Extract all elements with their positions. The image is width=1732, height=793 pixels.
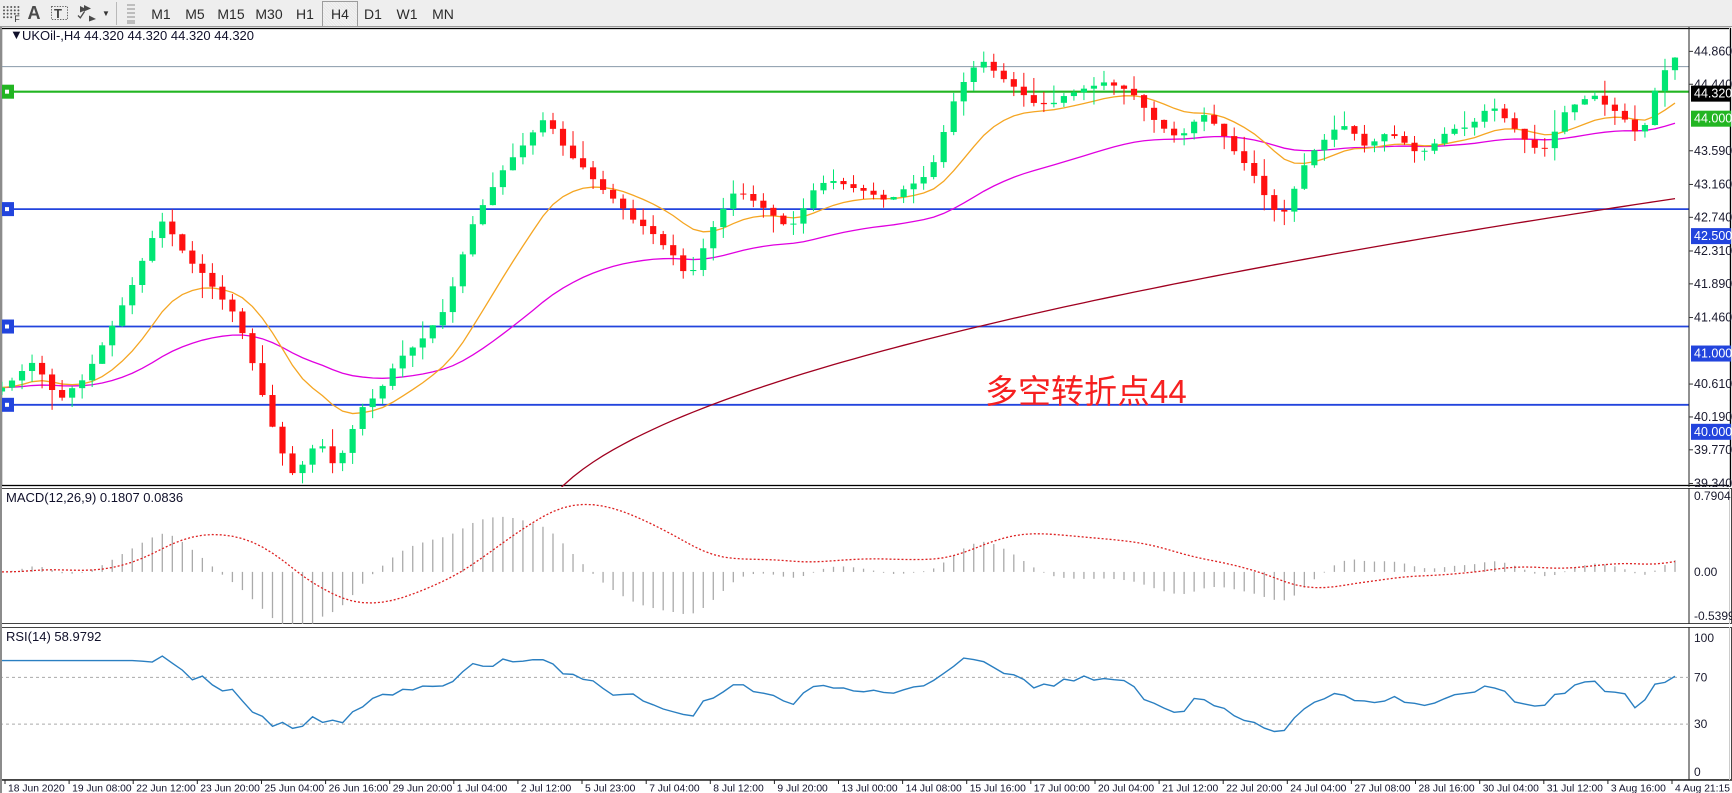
- svg-text:21 Jul 12:00: 21 Jul 12:00: [1162, 784, 1218, 793]
- svg-text:13 Jul 00:00: 13 Jul 00:00: [842, 784, 898, 793]
- svg-text:0.7904: 0.7904: [1694, 489, 1731, 503]
- svg-text:40.000: 40.000: [1694, 425, 1732, 439]
- svg-text:43.160: 43.160: [1694, 177, 1732, 191]
- svg-text:5 Jul 23:00: 5 Jul 23:00: [585, 784, 636, 793]
- svg-text:39.770: 39.770: [1694, 443, 1732, 457]
- svg-text:44.860: 44.860: [1694, 44, 1732, 58]
- svg-text:2 Jul 12:00: 2 Jul 12:00: [521, 784, 572, 793]
- svg-text:0.00: 0.00: [1694, 565, 1718, 579]
- svg-text:100: 100: [1694, 631, 1714, 645]
- svg-text:44.320: 44.320: [1694, 87, 1732, 101]
- svg-text:40.610: 40.610: [1694, 377, 1732, 391]
- svg-text:23 Jun 20:00: 23 Jun 20:00: [200, 784, 260, 793]
- svg-text:29 Jun 20:00: 29 Jun 20:00: [393, 784, 453, 793]
- svg-text:T: T: [54, 6, 62, 21]
- svg-text:RSI(14) 58.9792: RSI(14) 58.9792: [6, 629, 101, 644]
- svg-text:42.500: 42.500: [1694, 229, 1732, 243]
- svg-text:4 Aug 21:15: 4 Aug 21:15: [1675, 784, 1730, 793]
- svg-text:20 Jul 04:00: 20 Jul 04:00: [1098, 784, 1154, 793]
- svg-text:▼: ▼: [10, 27, 23, 42]
- svg-text:1 Jul 04:00: 1 Jul 04:00: [457, 784, 508, 793]
- svg-text:42.310: 42.310: [1694, 244, 1732, 258]
- svg-text:41.460: 41.460: [1694, 311, 1732, 325]
- svg-text:44.000: 44.000: [1694, 112, 1732, 126]
- svg-text:24 Jul 04:00: 24 Jul 04:00: [1290, 784, 1346, 793]
- svg-text:9 Jul 20:00: 9 Jul 20:00: [777, 784, 828, 793]
- svg-text:UKOil-,H4 44.320 44.320 44.32: UKOil-,H4 44.320 44.320 44.320 44.320: [22, 28, 254, 43]
- svg-text:39.340: 39.340: [1694, 476, 1732, 487]
- svg-text:30: 30: [1694, 717, 1708, 731]
- svg-text:26 Jun 16:00: 26 Jun 16:00: [329, 784, 389, 793]
- svg-text:MACD(12,26,9) 0.1807 0.0836: MACD(12,26,9) 0.1807 0.0836: [6, 490, 183, 505]
- svg-text:7 Jul 04:00: 7 Jul 04:00: [649, 784, 700, 793]
- svg-text:22 Jun 12:00: 22 Jun 12:00: [136, 784, 196, 793]
- svg-text:多空转折点44: 多空转折点44: [985, 373, 1187, 410]
- svg-text:40.190: 40.190: [1694, 410, 1732, 424]
- svg-text:F: F: [14, 14, 20, 22]
- svg-text:41.000: 41.000: [1694, 347, 1732, 361]
- svg-text:41.890: 41.890: [1694, 277, 1732, 291]
- svg-text:15 Jul 16:00: 15 Jul 16:00: [970, 784, 1026, 793]
- svg-text:25 Jun 04:00: 25 Jun 04:00: [265, 784, 325, 793]
- svg-text:30 Jul 04:00: 30 Jul 04:00: [1483, 784, 1539, 793]
- svg-text:27 Jul 08:00: 27 Jul 08:00: [1354, 784, 1410, 793]
- svg-text:19 Jun 08:00: 19 Jun 08:00: [72, 784, 132, 793]
- svg-text:14 Jul 08:00: 14 Jul 08:00: [906, 784, 962, 793]
- svg-text:0: 0: [1694, 765, 1701, 779]
- svg-text:22 Jul 20:00: 22 Jul 20:00: [1226, 784, 1282, 793]
- svg-text:8 Jul 12:00: 8 Jul 12:00: [713, 784, 764, 793]
- svg-text:70: 70: [1694, 670, 1708, 684]
- svg-text:43.590: 43.590: [1694, 144, 1732, 158]
- svg-text:28 Jul 16:00: 28 Jul 16:00: [1419, 784, 1475, 793]
- svg-text:17 Jul 00:00: 17 Jul 00:00: [1034, 784, 1090, 793]
- svg-text:18 Jun 2020: 18 Jun 2020: [8, 784, 65, 793]
- svg-text:3 Aug 16:00: 3 Aug 16:00: [1611, 784, 1666, 793]
- svg-text:42.740: 42.740: [1694, 210, 1732, 224]
- svg-text:31 Jul 12:00: 31 Jul 12:00: [1547, 784, 1603, 793]
- svg-text:-0.5399: -0.5399: [1694, 609, 1732, 623]
